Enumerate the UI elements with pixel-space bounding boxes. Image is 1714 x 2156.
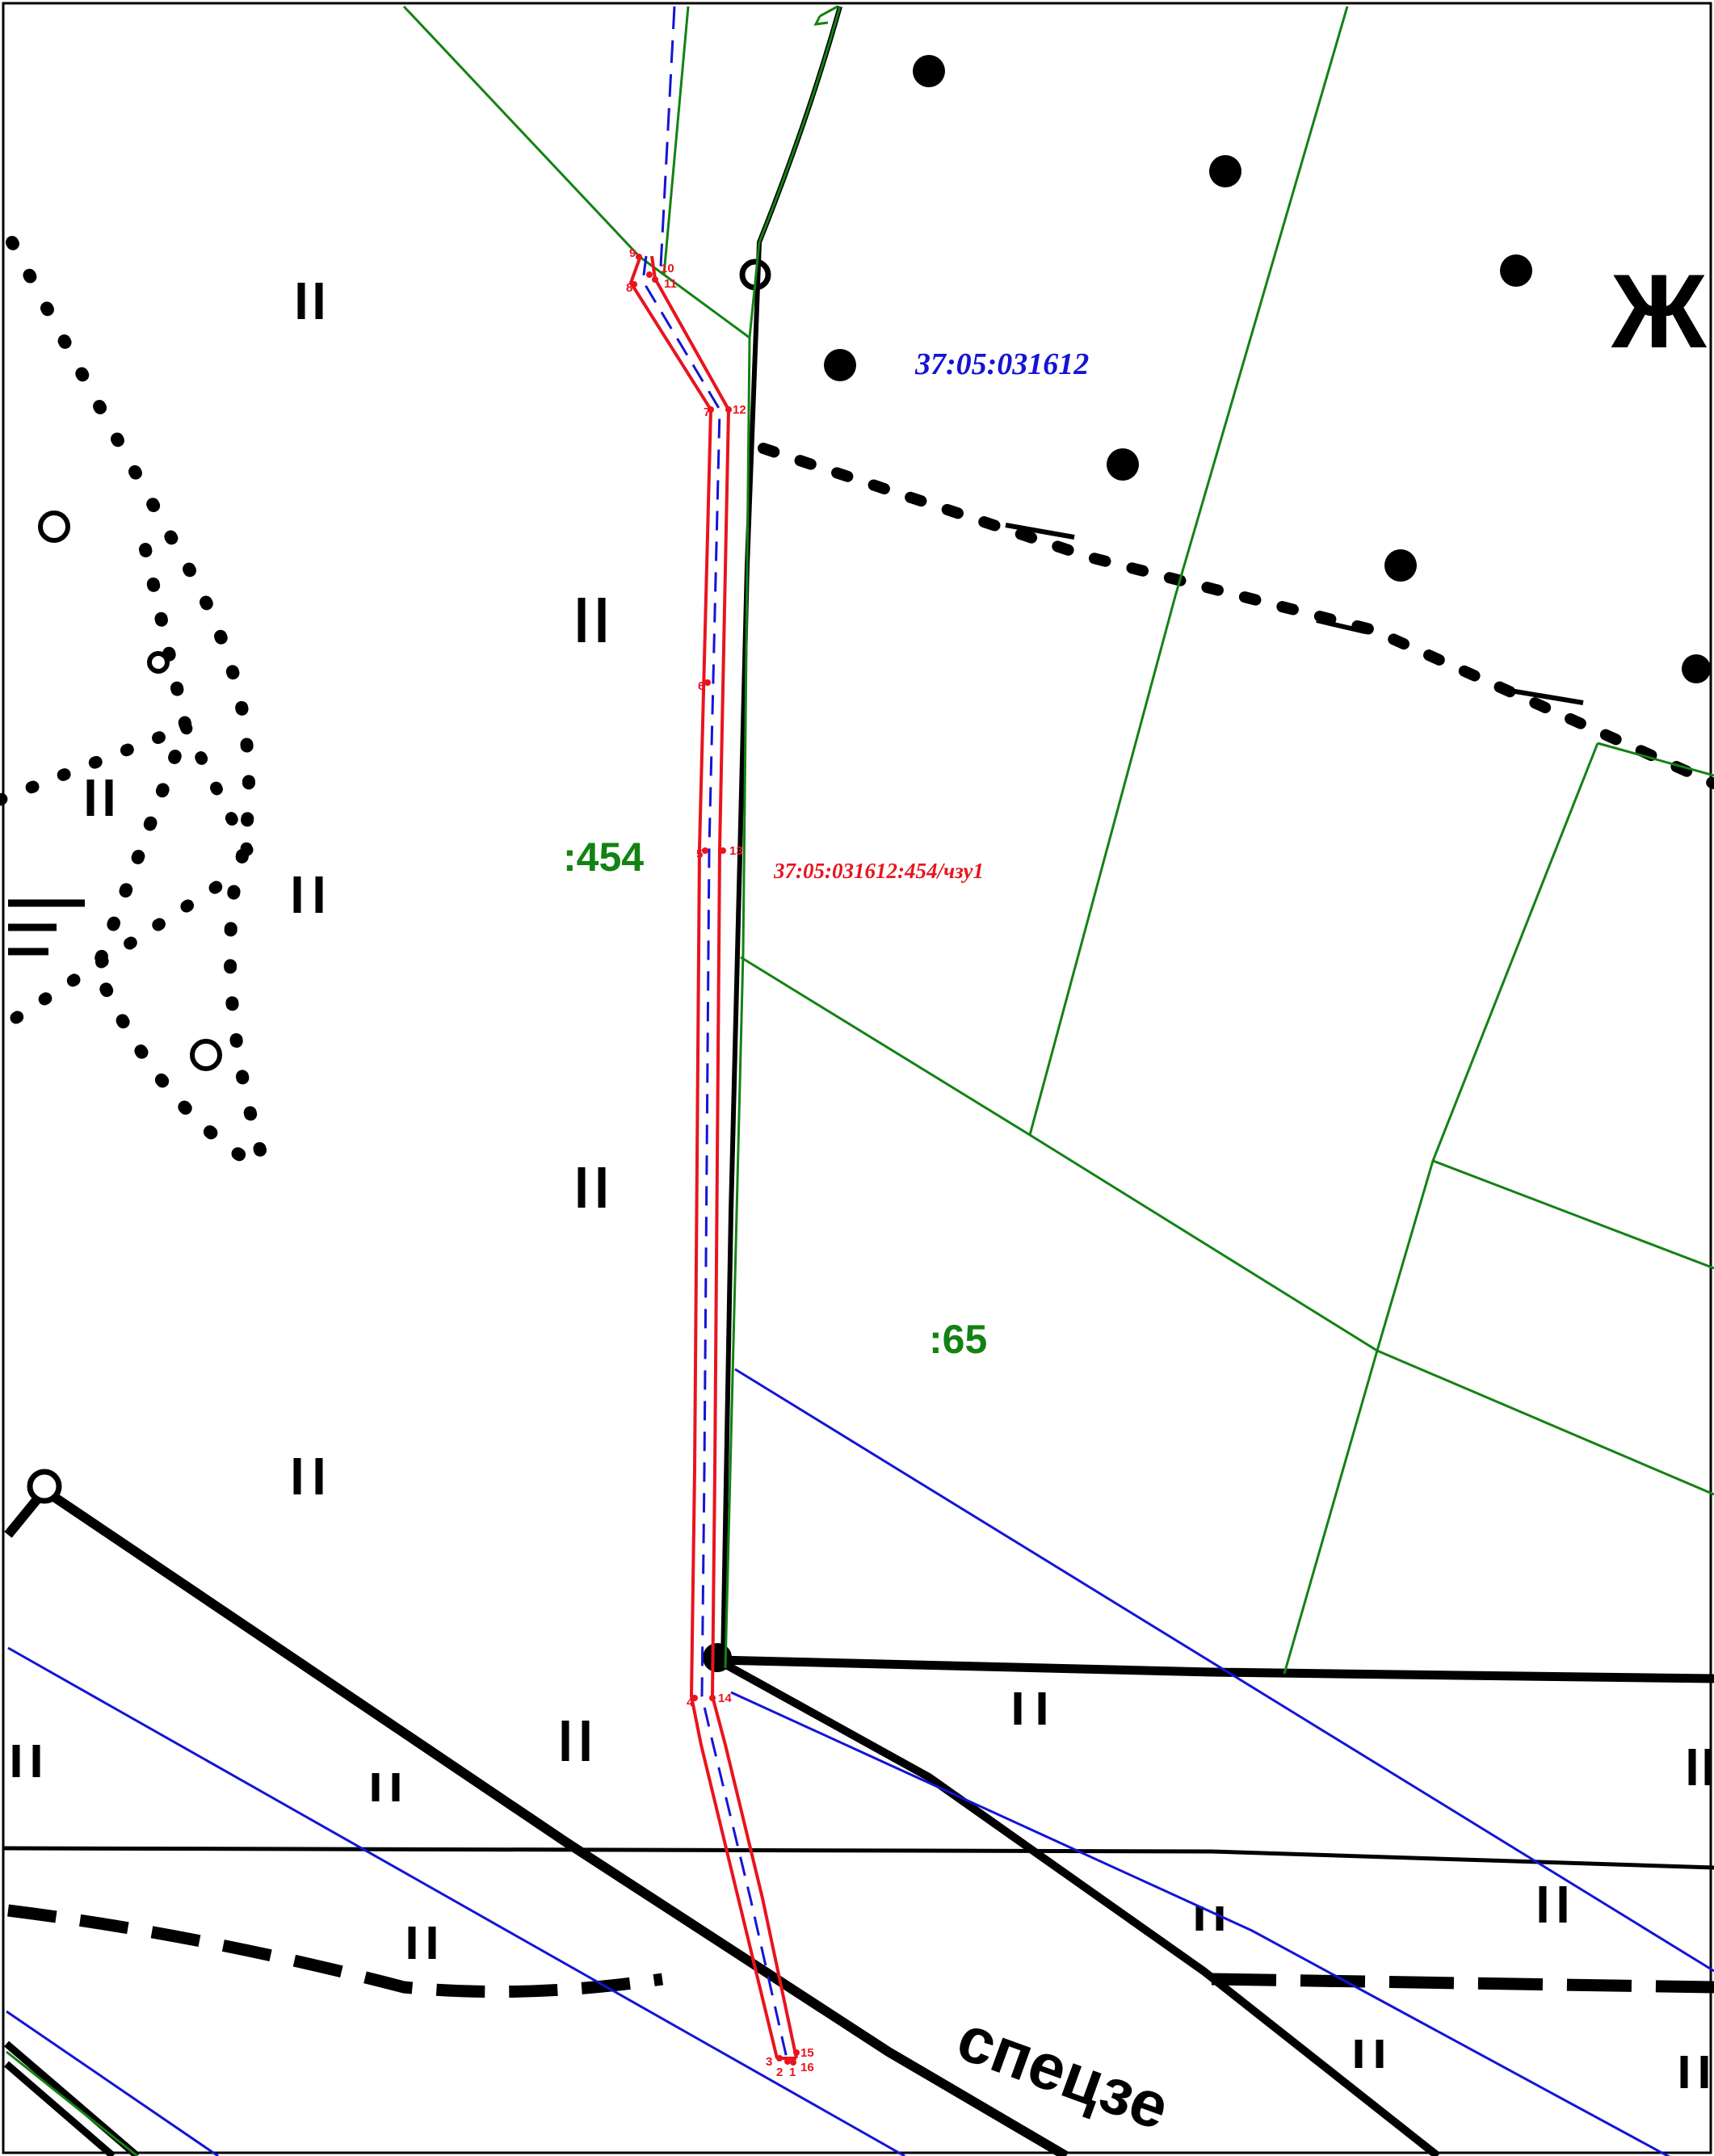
point-label-10: 10 — [661, 262, 674, 275]
point-label-1: 1 — [789, 2066, 796, 2079]
road-edge-horizontal — [716, 1655, 1714, 1683]
easement-zone — [628, 255, 798, 2060]
well-symbol — [190, 1039, 222, 1071]
easement-left-edge — [628, 255, 779, 2059]
easement-label: 37:05:031612:454/чзу1 — [773, 859, 984, 883]
settlement-letter: Ж — [1611, 252, 1708, 370]
point-label-11: 11 — [664, 277, 677, 291]
point-label-5: 5 — [696, 847, 703, 861]
dotted-triangle-line — [90, 543, 273, 1178]
dotted-fan-line — [0, 721, 257, 1024]
easement-point-labels: 1 2 3 4 5 6 7 8 9 10 11 12 13 14 15 16 — [626, 246, 814, 2079]
point-label-16: 16 — [800, 2061, 814, 2074]
parcel-65-label: :65 — [929, 1317, 987, 1362]
point-label-9: 9 — [629, 246, 636, 260]
point-label-6: 6 — [698, 679, 704, 693]
road-label: спецзе — [948, 2001, 1178, 2143]
horizontal-bars-symbol — [8, 899, 85, 956]
point-label-14: 14 — [718, 1692, 732, 1705]
easement-point-markers — [631, 254, 800, 2066]
well-symbol — [147, 651, 170, 674]
dashed-road-line-right — [1211, 1973, 1714, 1994]
easement-centerline — [641, 255, 788, 2059]
point-label-8: 8 — [626, 281, 632, 295]
point-label-3: 3 — [766, 2055, 772, 2069]
road-edge-vertical — [720, 6, 842, 1665]
survey-marker — [27, 1469, 62, 1504]
point-label-12: 12 — [733, 403, 746, 417]
cadastral-quarter-label: 37:05:031612 — [914, 347, 1089, 381]
parcel-boundaries — [6, 5, 1714, 2156]
quarter-boundaries — [6, 6, 1714, 2156]
point-label-2: 2 — [776, 2066, 783, 2079]
dotted-slope-line — [6, 236, 273, 1178]
well-symbol — [38, 511, 70, 543]
point-label-15: 15 — [800, 2046, 814, 2060]
point-label-4: 4 — [687, 1696, 694, 1709]
point-label-7: 7 — [704, 406, 710, 419]
point-label-13: 13 — [729, 844, 743, 858]
road-diagonal-upper — [4, 1483, 1069, 2156]
parcel-454-label: :454 — [563, 834, 644, 880]
topography-layer — [0, 6, 1714, 2156]
road-diagonal-lower — [715, 1656, 1441, 2156]
orchard-dots — [824, 55, 1711, 683]
dashed-road-line-left — [7, 1904, 664, 1998]
grass-symbols — [12, 283, 1712, 2088]
dotted-boundary-line — [758, 443, 1714, 789]
easement-right-edge — [650, 255, 798, 2059]
short-dash-mark — [1005, 523, 1584, 705]
road-thin-line — [2, 1846, 1714, 1870]
